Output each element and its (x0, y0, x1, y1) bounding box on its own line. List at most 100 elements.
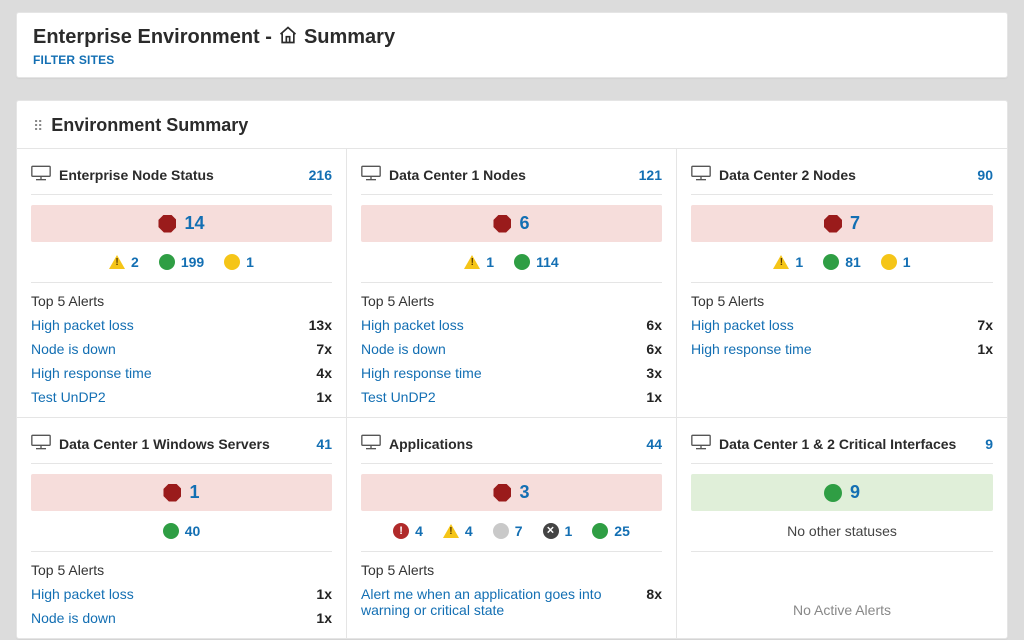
status-item[interactable]: 199 (159, 254, 204, 270)
alert-link[interactable]: High packet loss (691, 317, 967, 333)
page-title-prefix: Enterprise Environment - (33, 26, 272, 49)
alert-link[interactable]: High packet loss (31, 317, 299, 333)
status-item[interactable]: 1 (543, 523, 573, 539)
status-item[interactable]: 7 (493, 523, 523, 539)
alert-link[interactable]: High response time (691, 341, 967, 357)
alert-link[interactable]: Node is down (31, 341, 306, 357)
alert-row: Test UnDP2 1x (361, 389, 662, 405)
status-item[interactable]: 1 (773, 254, 803, 270)
warning-icon (443, 524, 459, 538)
card-header: Applications 44 (361, 434, 662, 464)
status-item-value: 1 (565, 523, 573, 539)
hero-status-value: 3 (519, 482, 529, 503)
card-total-count[interactable]: 44 (646, 436, 662, 452)
alert-row: Node is down 6x (361, 341, 662, 357)
alert-count: 1x (316, 389, 332, 405)
status-breakdown: 2 199 1 (31, 254, 332, 270)
alert-row: High packet loss 7x (691, 317, 993, 333)
status-item[interactable]: 1 (464, 254, 494, 270)
hero-status[interactable]: 3 (361, 474, 662, 511)
status-item[interactable]: 4 (443, 523, 473, 539)
status-item[interactable]: 40 (163, 523, 201, 539)
alert-link[interactable]: High packet loss (361, 317, 636, 333)
hero-status[interactable]: 6 (361, 205, 662, 242)
alert-link[interactable]: Test UnDP2 (361, 389, 636, 405)
card-total-count[interactable]: 9 (985, 436, 993, 452)
alert-link[interactable]: Test UnDP2 (31, 389, 306, 405)
status-item[interactable]: 1 (224, 254, 254, 270)
alert-link[interactable]: Alert me when an application goes into w… (361, 586, 636, 618)
status-item[interactable]: 81 (823, 254, 861, 270)
status-item-value: 1 (246, 254, 254, 270)
node-icon (691, 165, 711, 184)
hero-status[interactable]: 14 (31, 205, 332, 242)
home-icon (278, 25, 298, 49)
unreachable-icon (493, 523, 509, 539)
divider (31, 282, 332, 283)
status-item[interactable]: 1 (881, 254, 911, 270)
alert-row: Test UnDP2 1x (31, 389, 332, 405)
alerts-heading: Top 5 Alerts (691, 293, 993, 309)
filter-sites-link[interactable]: FILTER SITES (33, 53, 991, 67)
alert-link[interactable]: High response time (361, 365, 636, 381)
up-icon (592, 523, 608, 539)
status-item[interactable]: 114 (514, 254, 559, 270)
card-title: Data Center 1 Nodes (389, 167, 631, 183)
card-total-count[interactable]: 121 (639, 167, 662, 183)
drag-handle-icon[interactable]: ⠿ (33, 119, 41, 133)
alert-count: 1x (646, 389, 662, 405)
hero-status-value: 1 (189, 482, 199, 503)
summary-card: Data Center 1 Nodes 121 6 1 114 Top 5 Al… (347, 149, 677, 417)
alert-count: 7x (316, 341, 332, 357)
summary-grid: Enterprise Node Status 216 14 2 199 1 To… (17, 149, 1007, 638)
alert-link[interactable]: High packet loss (31, 586, 306, 602)
status-item-value: 199 (181, 254, 204, 270)
hero-status-value: 6 (519, 213, 529, 234)
alerts-heading: Top 5 Alerts (31, 293, 332, 309)
card-title: Data Center 1 Windows Servers (59, 436, 308, 452)
status-breakdown: 4 4 7 1 25 (361, 523, 662, 539)
status-item-value: 40 (185, 523, 201, 539)
section-header[interactable]: ⠿ Environment Summary (17, 101, 1007, 149)
alert-row: High packet loss 13x (31, 317, 332, 333)
alert-row: High response time 1x (691, 341, 993, 357)
alert-count: 6x (646, 341, 662, 357)
alert-row: Node is down 1x (31, 610, 332, 626)
up-icon (823, 254, 839, 270)
alert-count: 13x (309, 317, 332, 333)
hero-status[interactable]: 9 (691, 474, 993, 511)
critical-icon (493, 215, 511, 233)
hero-status[interactable]: 1 (31, 474, 332, 511)
node-icon (31, 434, 51, 453)
alert-count: 7x (977, 317, 993, 333)
alert-row: Alert me when an application goes into w… (361, 586, 662, 618)
warning-icon (109, 255, 125, 269)
card-total-count[interactable]: 41 (316, 436, 332, 452)
hero-status[interactable]: 7 (691, 205, 993, 242)
status-item[interactable]: 4 (393, 523, 423, 539)
card-header: Data Center 1 Windows Servers 41 (31, 434, 332, 464)
alerts-heading: Top 5 Alerts (31, 562, 332, 578)
alert-link[interactable]: Node is down (31, 610, 306, 626)
alert-link[interactable]: Node is down (361, 341, 636, 357)
alert-count: 4x (316, 365, 332, 381)
critical-icon (824, 215, 842, 233)
alert-row: Node is down 7x (31, 341, 332, 357)
status-item[interactable]: 25 (592, 523, 630, 539)
status-item[interactable]: 2 (109, 254, 139, 270)
up-icon (824, 484, 842, 502)
card-total-count[interactable]: 90 (977, 167, 993, 183)
alerts-heading: Top 5 Alerts (361, 293, 662, 309)
card-header: Data Center 1 Nodes 121 (361, 165, 662, 195)
section-title: Environment Summary (51, 115, 248, 136)
alert-link[interactable]: High response time (31, 365, 306, 381)
card-total-count[interactable]: 216 (309, 167, 332, 183)
node-icon (361, 434, 381, 453)
status-breakdown: 1 81 1 (691, 254, 993, 270)
warning-icon (464, 255, 480, 269)
divider (361, 282, 662, 283)
page-title: Enterprise Environment - Summary (33, 25, 991, 49)
up-icon (514, 254, 530, 270)
up-icon (159, 254, 175, 270)
alerts-heading: Top 5 Alerts (361, 562, 662, 578)
